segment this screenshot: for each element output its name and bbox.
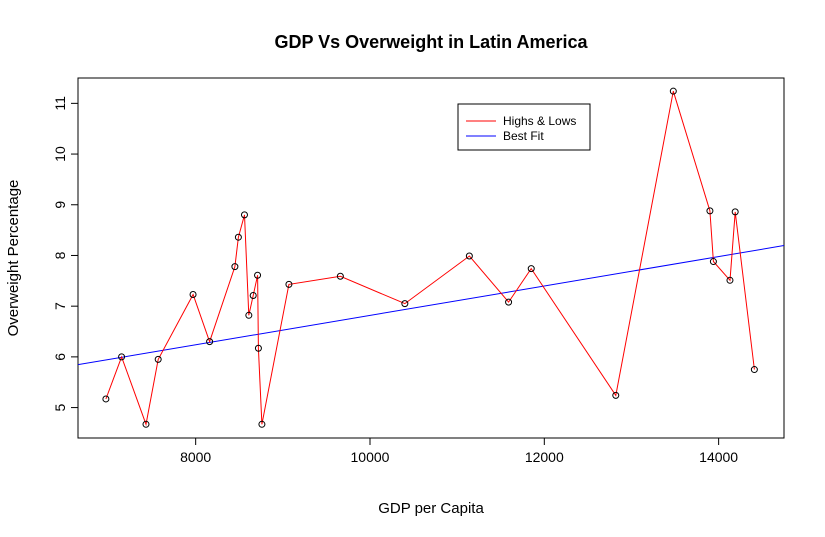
legend-box xyxy=(457,103,591,151)
data-point xyxy=(465,252,473,260)
data-point xyxy=(336,272,344,280)
data-point xyxy=(254,271,262,279)
y-tick-label: 8 xyxy=(52,251,68,259)
data-point xyxy=(285,280,293,288)
data-point xyxy=(102,395,110,403)
x-tick-label: 10000 xyxy=(351,449,390,465)
data-point xyxy=(527,265,535,273)
y-tick-label: 5 xyxy=(52,403,68,411)
data-point xyxy=(254,344,262,352)
data-point xyxy=(142,420,150,428)
x-tick-label: 14000 xyxy=(699,449,738,465)
x-axis-label: GDP per Capita xyxy=(378,500,484,517)
x-tick-label: 8000 xyxy=(180,449,211,465)
data-point xyxy=(750,366,758,374)
y-tick-label: 11 xyxy=(52,96,68,111)
data-point xyxy=(726,276,734,284)
data-point xyxy=(234,233,242,241)
highs-lows-line xyxy=(105,91,755,427)
y-axis-label: Overweight Percentage xyxy=(5,180,22,337)
data-point xyxy=(240,211,248,219)
data-point xyxy=(731,208,739,216)
y-axis: 5 6 7 8 9 10 11 xyxy=(52,96,78,411)
data-point xyxy=(118,353,126,361)
x-tick-label: 12000 xyxy=(525,449,564,465)
data-point xyxy=(258,420,266,428)
data-point xyxy=(706,207,714,215)
data-point xyxy=(231,263,239,271)
data-point xyxy=(249,292,257,300)
data-point xyxy=(612,391,620,399)
data-point xyxy=(206,338,214,346)
legend-label-best-fit: Best Fit xyxy=(503,129,544,143)
legend-label-highs-lows: Highs & Lows xyxy=(503,114,576,128)
legend: Highs & Lows Best Fit xyxy=(457,103,591,151)
x-axis: 8000 10000 12000 14000 xyxy=(180,438,738,465)
data-point xyxy=(245,311,253,319)
data-point xyxy=(505,298,513,306)
best-fit-line xyxy=(78,245,784,366)
data-point xyxy=(189,291,197,299)
data-point xyxy=(709,258,717,266)
plot-frame xyxy=(77,77,785,439)
y-tick-label: 10 xyxy=(52,146,68,162)
data-point xyxy=(669,87,677,95)
data-point xyxy=(154,355,162,363)
y-tick-label: 7 xyxy=(52,302,68,310)
y-tick-label: 6 xyxy=(52,353,68,361)
y-tick-label: 9 xyxy=(52,201,68,209)
chart-title: GDP Vs Overweight in Latin America xyxy=(274,32,588,52)
data-point xyxy=(401,300,409,308)
